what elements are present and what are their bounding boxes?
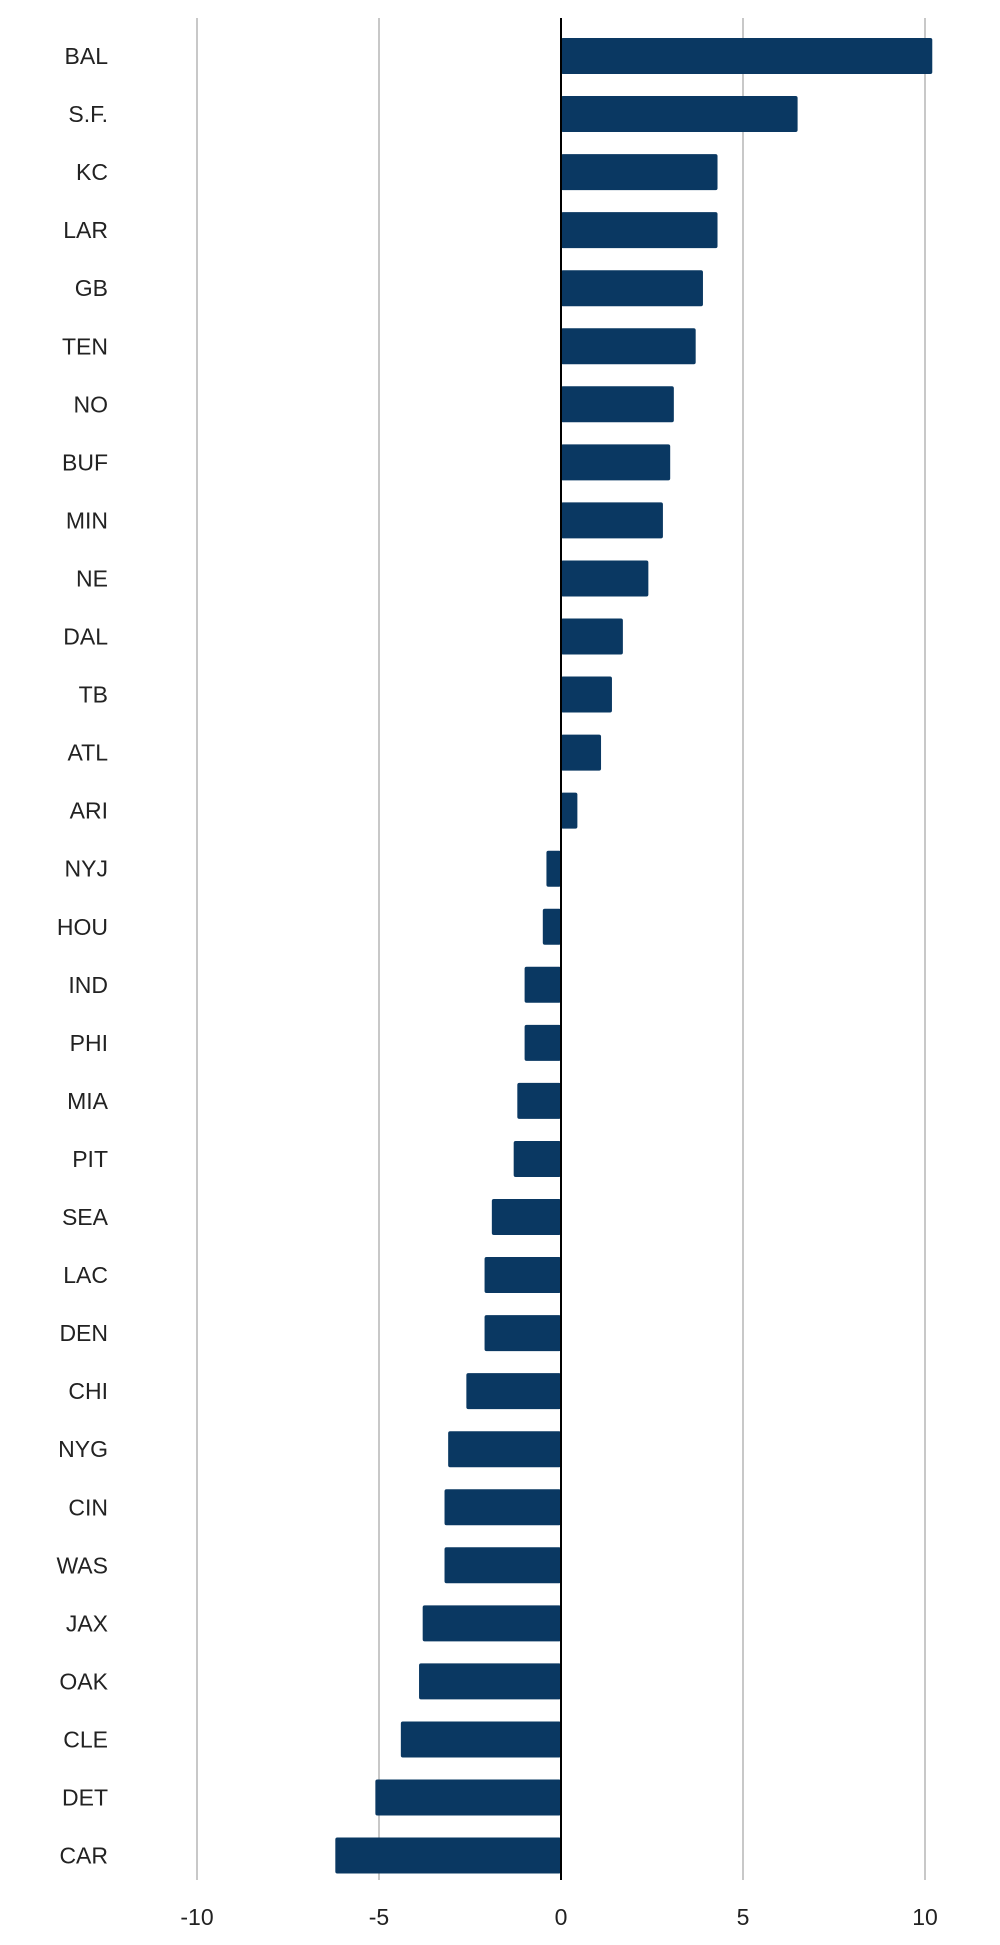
bar-min: [561, 502, 663, 539]
category-label: KC: [76, 159, 108, 185]
category-labels: BAL S.F. KC LAR GB TEN NO BUF MIN NE DAL TB ATL ARI NY…: [56, 43, 108, 1869]
bar-pit: [513, 1140, 561, 1177]
bar-mia: [517, 1082, 561, 1119]
bar-nyj: [546, 850, 561, 887]
bar-den: [484, 1315, 561, 1352]
category-label: DAL: [63, 624, 108, 650]
bar-ne: [561, 560, 649, 597]
bar-tb: [561, 676, 612, 713]
category-label: JAX: [66, 1610, 108, 1636]
bar-car: [335, 1837, 561, 1874]
category-label: HOU: [57, 914, 108, 940]
category-label: ARI: [70, 798, 108, 824]
bar-no: [561, 386, 674, 423]
category-label: NYG: [58, 1436, 108, 1462]
bar-atl: [561, 734, 602, 771]
category-label: SEA: [62, 1204, 109, 1230]
bar-oak: [419, 1663, 561, 1700]
category-label: IND: [68, 972, 108, 998]
category-label: MIA: [67, 1088, 109, 1114]
bar-lac: [484, 1257, 561, 1294]
bar-phi: [524, 1024, 561, 1061]
category-label: PHI: [70, 1030, 108, 1056]
bar-sf: [561, 96, 798, 133]
x-tick-label: 5: [737, 1904, 750, 1930]
bar-cin: [444, 1489, 561, 1526]
bar-hou: [542, 908, 561, 945]
bar-lar: [561, 212, 718, 249]
bar-ari: [561, 792, 578, 829]
bar-det: [375, 1779, 561, 1816]
category-label: BUF: [62, 449, 108, 475]
bar-cle: [400, 1721, 561, 1758]
bar-chi: [466, 1373, 561, 1410]
category-label: DEN: [59, 1320, 108, 1346]
category-label: S.F.: [68, 101, 108, 127]
category-label: LAR: [63, 217, 108, 243]
category-label: CLE: [63, 1726, 108, 1752]
category-label: PIT: [72, 1146, 108, 1172]
x-tick-labels: -10 -5 0 5 10: [180, 1904, 937, 1930]
category-label: NYJ: [65, 856, 108, 882]
x-tick-label: 10: [912, 1904, 938, 1930]
category-label: WAS: [56, 1552, 108, 1578]
x-tick-label: 0: [555, 1904, 568, 1930]
category-label: MIN: [66, 507, 108, 533]
bar-was: [444, 1547, 561, 1584]
gridlines: [196, 18, 926, 1880]
bar-gb: [561, 270, 703, 307]
x-tick-label: -10: [180, 1904, 213, 1930]
bar-bal: [561, 38, 933, 74]
bar-buf: [561, 444, 671, 481]
category-label: NO: [74, 391, 109, 417]
category-label: OAK: [59, 1668, 108, 1694]
bar-sea: [491, 1199, 561, 1235]
bar-jax: [422, 1605, 561, 1642]
category-label: TEN: [62, 333, 108, 359]
category-label: CAR: [59, 1843, 108, 1869]
bar-ten: [561, 328, 696, 365]
category-label: NE: [76, 565, 108, 591]
x-tick-label: -5: [369, 1904, 389, 1930]
bars: [335, 38, 933, 1874]
bar-kc: [561, 154, 718, 191]
bar-nyg: [448, 1431, 561, 1468]
bar-dal: [561, 618, 623, 655]
category-label: GB: [75, 275, 108, 301]
category-label: TB: [79, 682, 108, 708]
category-label: LAC: [63, 1262, 108, 1288]
category-label: DET: [62, 1785, 108, 1811]
category-label: CIN: [68, 1494, 108, 1520]
category-label: ATL: [68, 740, 109, 766]
category-label: CHI: [68, 1378, 108, 1404]
category-label: BAL: [65, 43, 109, 69]
bar-ind: [524, 966, 561, 1003]
